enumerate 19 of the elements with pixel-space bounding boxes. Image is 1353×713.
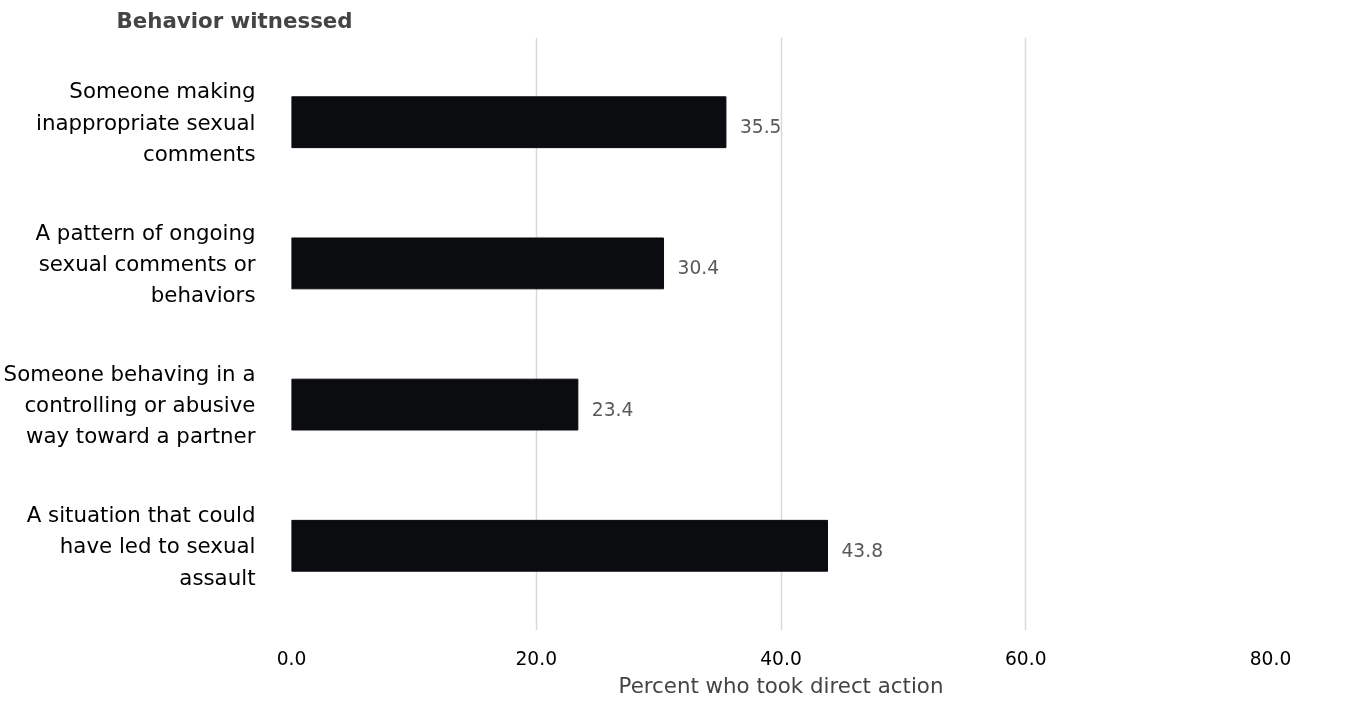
y-tick-label: A pattern of ongoing sexual comments or behaviors — [35, 219, 256, 308]
x-tick-label: 60.0 — [1004, 647, 1047, 669]
bar — [291, 378, 579, 431]
data-label: 30.4 — [677, 257, 720, 279]
bar — [291, 96, 727, 149]
x-tick-label: 40.0 — [760, 647, 802, 669]
bar — [291, 237, 665, 290]
y-tick-label: Someone behaving in a controlling or abusive way toward a partner — [3, 360, 256, 449]
x-axis-title: Percent who took direct action — [618, 672, 944, 698]
y-axis-title: Behavior witnessed — [116, 7, 353, 33]
x-tick-label: 80.0 — [1249, 647, 1292, 669]
data-label: 43.8 — [841, 539, 884, 561]
x-tick-label: 0.0 — [276, 647, 307, 669]
data-label: 23.4 — [591, 398, 634, 420]
bar — [291, 519, 828, 572]
y-tick-label: A situation that could have led to sexual assault — [26, 502, 256, 590]
y-tick-label: Someone making inappropriate sexual comments — [36, 78, 256, 166]
x-tick-label: 20.0 — [515, 647, 558, 669]
data-label: 35.5 — [739, 116, 782, 138]
